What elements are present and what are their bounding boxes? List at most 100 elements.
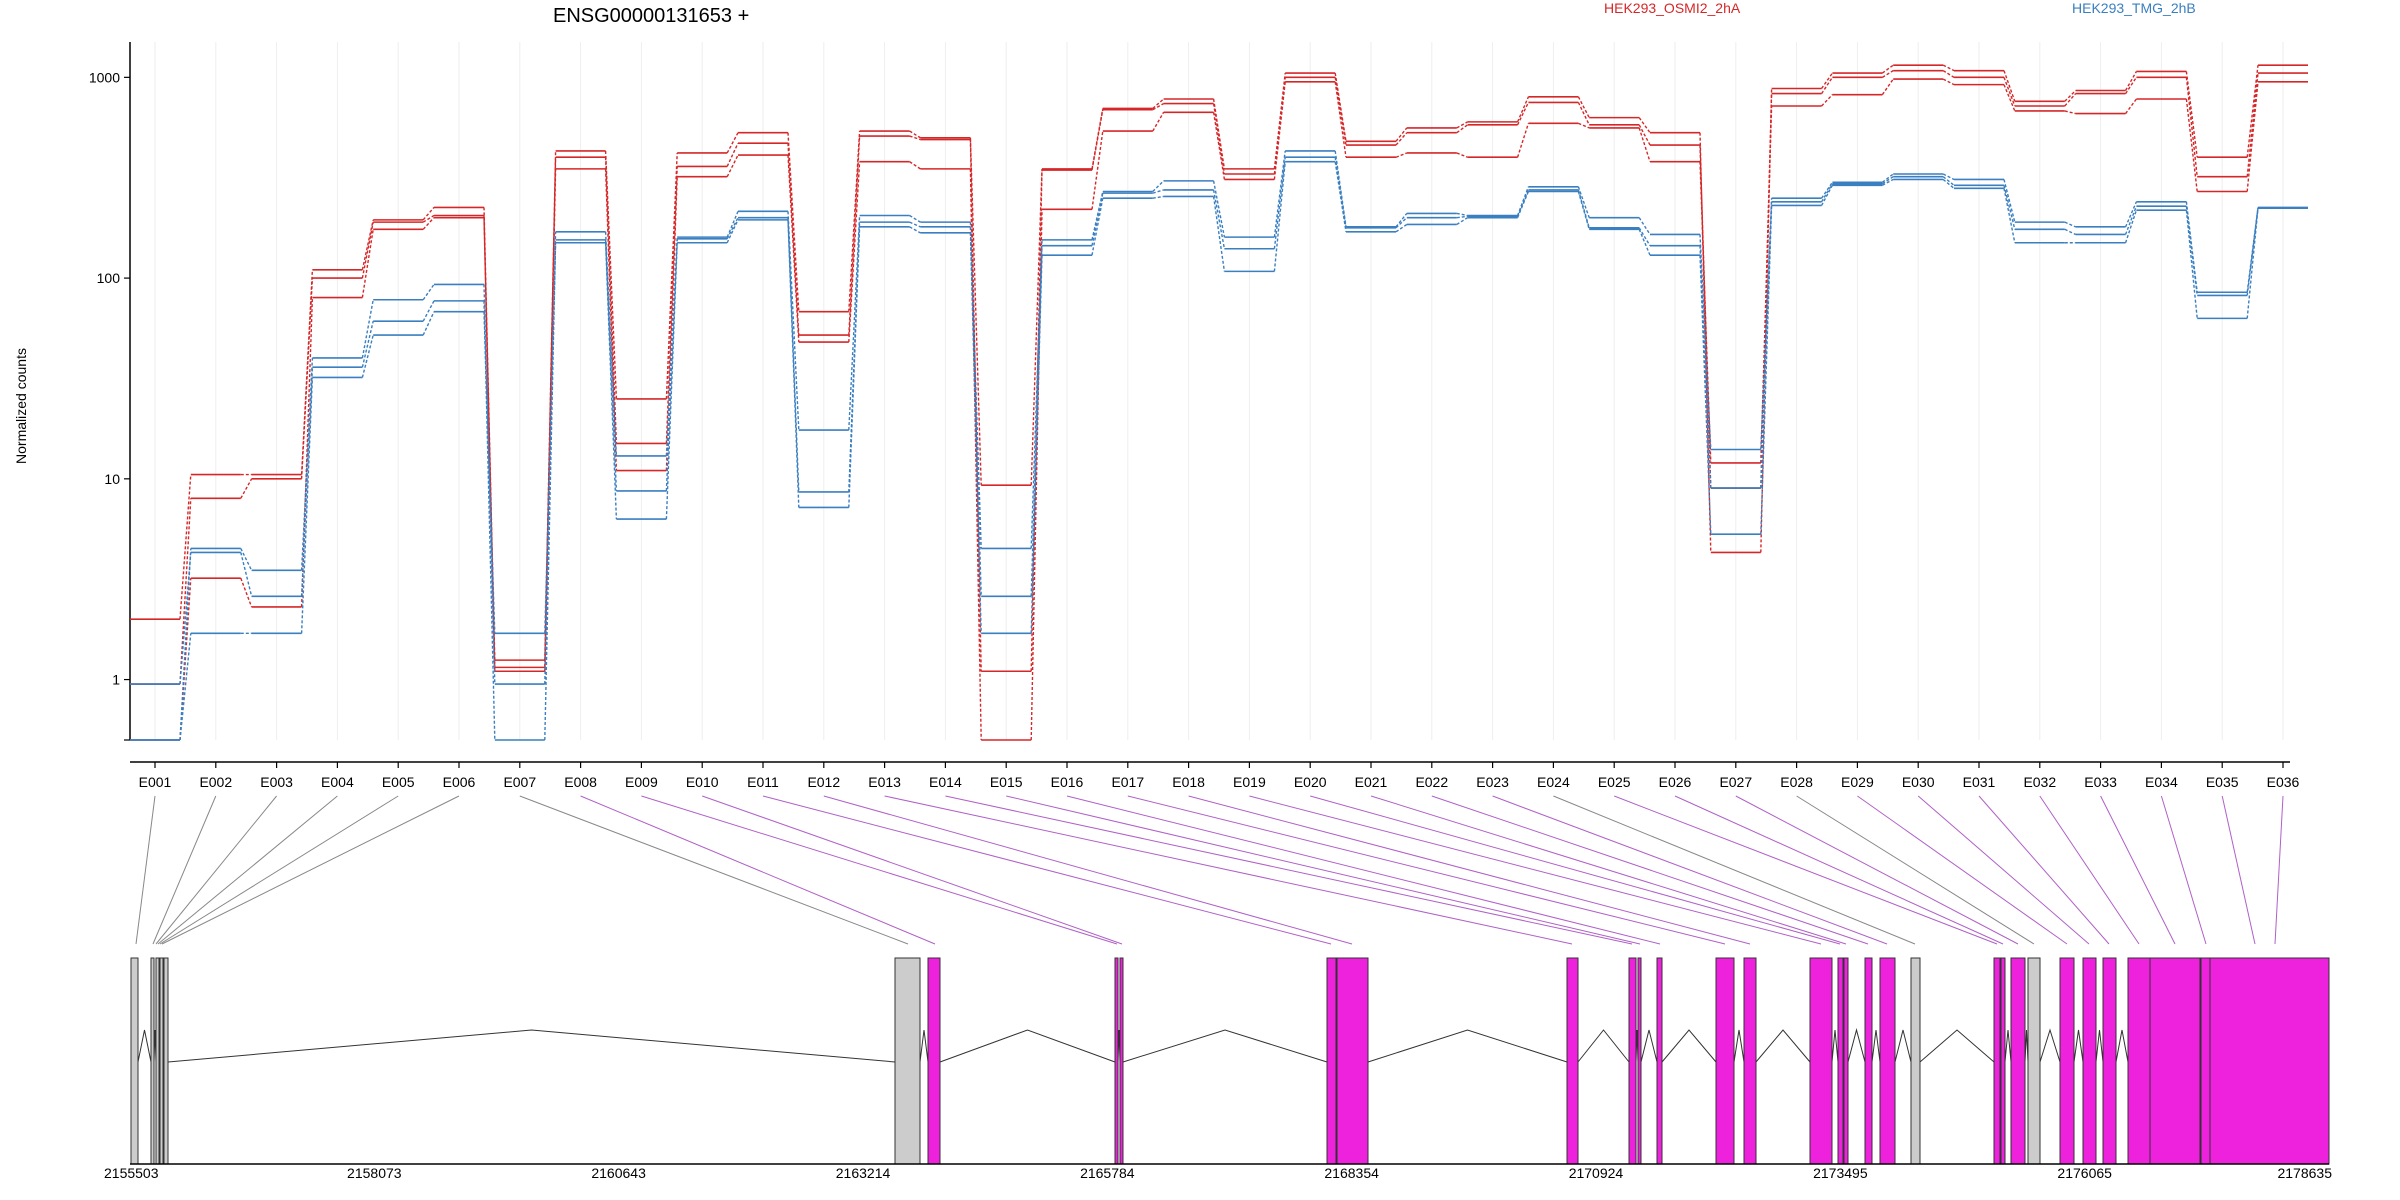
series-connector: [2125, 76, 2137, 94]
x-tick-label: E028: [1780, 774, 1813, 790]
exon-connector: [1735, 795, 2019, 945]
series-connector: [544, 168, 557, 672]
series-connector: [665, 152, 678, 399]
intron-line: [919, 1029, 929, 1063]
series-connector: [1273, 157, 1286, 249]
series-connector: [1638, 217, 1651, 235]
series-connector: [1273, 150, 1286, 238]
x-tick-label: E025: [1598, 774, 1631, 790]
exon-connector: [1492, 795, 1888, 945]
exon-box: [2200, 957, 2211, 1165]
series-connector: [2246, 208, 2259, 319]
series-line: [130, 160, 2308, 741]
exon-box: [2010, 957, 2026, 1165]
series-connector: [1152, 189, 1164, 194]
exon-box: [150, 957, 155, 1165]
series-connector: [1152, 111, 1165, 132]
exon-connector: [1917, 795, 2090, 945]
series-connector: [1030, 168, 1043, 486]
exon-box: [1993, 957, 2001, 1165]
series-connector: [1882, 176, 1894, 185]
exon-connector: [641, 795, 1118, 945]
intron-line: [1894, 1029, 1912, 1063]
exon-box: [1843, 957, 1849, 1165]
series-connector: [1395, 223, 1408, 233]
exon-connector: [155, 795, 277, 945]
genome-axis-label: 2160643: [591, 1165, 646, 1181]
series-connector: [361, 334, 374, 378]
series-connector: [422, 284, 435, 301]
exon-box: [1879, 957, 1896, 1165]
series-connector: [1152, 98, 1165, 109]
series-connector: [1395, 212, 1408, 228]
x-tick-label: E007: [503, 774, 536, 790]
exon-connector: [1614, 795, 1998, 945]
series-connector: [2124, 209, 2138, 243]
legend-label-osmi: HEK293_OSMI2_2hA: [1604, 0, 1741, 16]
exon-connector: [157, 795, 338, 945]
exon-connector: [1310, 795, 1841, 945]
x-tick-label: E008: [564, 774, 597, 790]
x-tick-label: E014: [929, 774, 962, 790]
series-connector: [604, 168, 618, 471]
exon-box: [1809, 957, 1833, 1165]
series-connector: [2185, 77, 2198, 177]
series-connector: [1395, 217, 1408, 229]
series-connector: [604, 242, 618, 520]
series-connector: [300, 367, 314, 597]
series-connector: [179, 474, 192, 620]
exon-box: [927, 957, 941, 1165]
series-connector: [1273, 161, 1286, 272]
series-connector: [483, 300, 496, 741]
series-connector: [1456, 217, 1468, 226]
vertical-grid: [154, 42, 2284, 740]
series-connector: [1699, 161, 1712, 463]
series-connector: [1334, 81, 1347, 158]
genome-axis-label: 2170924: [1569, 1165, 1624, 1181]
intron-line: [1577, 1029, 1630, 1063]
series-connector: [848, 226, 861, 508]
x-tick-label: E006: [443, 774, 476, 790]
series-connector: [726, 154, 739, 177]
exon-connector: [1431, 795, 1869, 945]
exon-box: [1114, 957, 1119, 1165]
x-tick-label: E024: [1537, 774, 1570, 790]
exon-connector: [945, 795, 1633, 945]
series-connector: [1516, 102, 1530, 126]
series-connector: [1942, 178, 1955, 189]
x-tick-label: E016: [1051, 774, 1084, 790]
series-connector: [1760, 201, 1773, 489]
series-connector: [483, 311, 496, 634]
series-connector: [665, 166, 678, 444]
series-connector: [726, 132, 739, 154]
exon-connector: [152, 795, 217, 945]
series-connector: [909, 135, 921, 141]
series-connector: [240, 577, 253, 608]
x-tick-label: E018: [1172, 774, 1205, 790]
series-connector: [1638, 117, 1651, 134]
series-connector: [2064, 90, 2077, 102]
series-connector: [1577, 186, 1590, 218]
series-connector: [300, 357, 314, 571]
series-connector: [969, 232, 982, 634]
exon-connector: [1978, 795, 2110, 945]
y-axis-label: Normalized counts: [13, 348, 29, 464]
exon-box: [1656, 957, 1663, 1165]
genome-axis-label: 2173495: [1813, 1165, 1868, 1181]
x-tick-label: E023: [1476, 774, 1509, 790]
x-tick-label: E010: [686, 774, 719, 790]
series-connector: [726, 142, 739, 167]
series-connector: [1577, 191, 1590, 230]
series-connector: [2064, 228, 2076, 236]
series-connector: [787, 219, 800, 508]
y-tick-label: 100: [97, 270, 121, 286]
series-connector: [422, 214, 435, 223]
exon-connector: [2221, 795, 2256, 945]
exon-box: [2127, 957, 2151, 1165]
exon-connector: [1674, 795, 2004, 945]
intron-line: [1733, 1029, 1745, 1063]
series-connector: [1152, 180, 1165, 192]
exon-box: [1566, 957, 1579, 1165]
x-tick-label: E019: [1233, 774, 1266, 790]
series-connector: [544, 242, 557, 634]
